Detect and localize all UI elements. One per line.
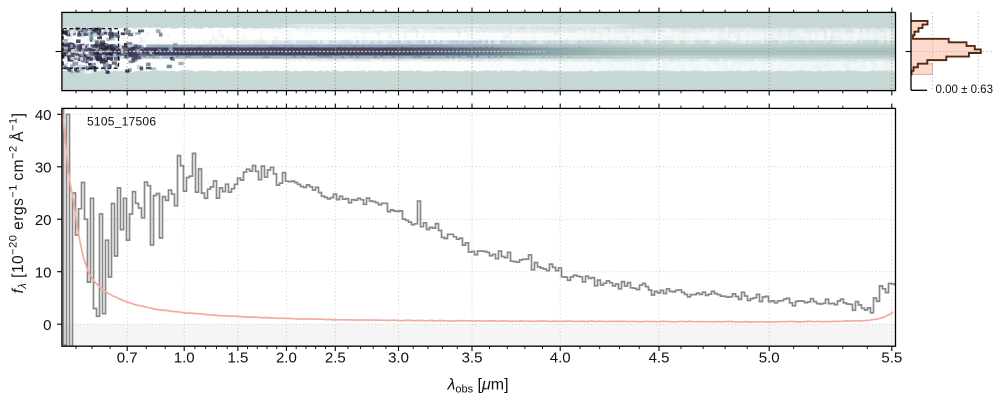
svg-text:2.0: 2.0 (276, 350, 297, 367)
svg-text:10: 10 (35, 265, 52, 282)
svg-text:fλ [10−20 ergs−1 cm−2 Å−1]: fλ [10−20 ergs−1 cm−2 Å−1] (8, 113, 30, 294)
svg-text:1.0: 1.0 (174, 350, 195, 367)
svg-text:λobs [μm]: λobs [μm] (446, 377, 508, 396)
svg-text:2.5: 2.5 (325, 350, 346, 367)
svg-text:0.00 ± 0.63: 0.00 ± 0.63 (936, 84, 993, 96)
svg-text:5.5: 5.5 (881, 350, 902, 367)
svg-text:0.7: 0.7 (117, 350, 138, 367)
svg-text:0: 0 (43, 317, 51, 334)
svg-text:1.5: 1.5 (227, 350, 248, 367)
svg-text:3.0: 3.0 (388, 350, 409, 367)
svg-text:30: 30 (35, 160, 52, 177)
svg-text:4.5: 4.5 (649, 350, 670, 367)
svg-text:4.0: 4.0 (550, 350, 571, 367)
svg-text:40: 40 (35, 107, 52, 124)
svg-text:5.0: 5.0 (759, 350, 780, 367)
svg-text:20: 20 (35, 212, 52, 229)
svg-text:5105_17506: 5105_17506 (87, 114, 156, 128)
svg-text:3.5: 3.5 (462, 350, 483, 367)
